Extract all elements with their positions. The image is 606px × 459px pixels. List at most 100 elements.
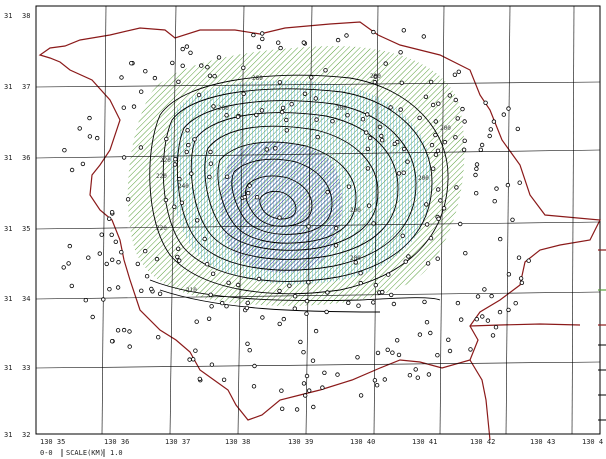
lon-label: 130 40 xyxy=(350,438,375,446)
station-marker xyxy=(289,101,294,107)
station-marker xyxy=(302,91,308,96)
station-marker xyxy=(333,225,339,231)
station-marker xyxy=(424,222,430,227)
station-marker xyxy=(431,166,436,171)
station-marker xyxy=(396,352,402,358)
station-marker xyxy=(405,159,410,164)
station-marker xyxy=(505,182,511,188)
station-marker xyxy=(304,373,310,379)
station-marker xyxy=(121,105,126,110)
scale-value: 1.0 xyxy=(110,449,123,457)
station-marker xyxy=(211,104,216,109)
station-marker xyxy=(320,385,325,390)
lat-deg-label: 31 xyxy=(4,225,12,233)
station-marker xyxy=(400,233,405,238)
station-marker xyxy=(406,254,411,259)
contour-label: 240 xyxy=(178,183,189,190)
station-marker xyxy=(180,63,185,68)
station-marker xyxy=(501,112,506,117)
contour-label: 200 xyxy=(440,125,451,132)
station-marker xyxy=(468,347,473,352)
station-marker xyxy=(256,44,262,50)
station-marker xyxy=(172,162,178,167)
station-marker xyxy=(204,262,210,267)
station-marker xyxy=(506,106,511,111)
station-marker xyxy=(254,112,259,118)
station-marker xyxy=(365,112,370,117)
station-marker xyxy=(279,109,285,115)
station-marker xyxy=(373,282,378,288)
station-marker xyxy=(87,134,93,139)
station-marker xyxy=(325,290,330,295)
station-marker xyxy=(113,239,118,244)
station-marker xyxy=(163,197,169,203)
station-marker xyxy=(453,97,458,103)
station-marker xyxy=(380,289,385,295)
station-marker xyxy=(379,133,384,139)
station-marker xyxy=(306,280,311,285)
station-marker xyxy=(155,335,161,340)
station-marker xyxy=(241,91,246,96)
station-marker xyxy=(173,156,178,162)
station-marker xyxy=(86,255,91,260)
station-marker xyxy=(264,147,269,152)
station-marker xyxy=(423,94,429,99)
contour-label: 200 xyxy=(350,207,361,214)
station-marker xyxy=(441,206,447,211)
lat-min-label: 34 xyxy=(22,295,30,303)
station-marker xyxy=(335,37,341,43)
station-marker xyxy=(323,68,328,73)
station-marker xyxy=(314,117,319,122)
station-marker xyxy=(109,339,115,344)
lat-min-label: 38 xyxy=(22,12,30,20)
lon-label: 130 36 xyxy=(104,438,129,446)
station-marker xyxy=(301,381,307,386)
station-marker xyxy=(186,142,191,148)
station-marker xyxy=(196,92,202,98)
station-marker xyxy=(247,348,252,353)
station-marker xyxy=(391,301,397,307)
station-marker xyxy=(386,272,391,277)
station-marker xyxy=(192,137,197,142)
station-marker xyxy=(143,68,148,74)
station-marker xyxy=(189,171,194,176)
station-marker xyxy=(226,280,231,285)
station-marker xyxy=(121,327,127,333)
station-marker xyxy=(492,198,497,204)
station-marker xyxy=(385,347,390,352)
contour-label: 200 xyxy=(218,105,229,112)
station-marker xyxy=(119,75,124,80)
contour-value-labels: 280 280 240 220 220 220 200 200 200 200 … xyxy=(156,73,451,294)
station-marker xyxy=(224,113,229,118)
lat-min-label: 35 xyxy=(22,225,30,233)
contour-label: 280 xyxy=(252,75,263,82)
station-marker xyxy=(371,221,376,226)
station-marker xyxy=(453,135,458,140)
station-marker xyxy=(315,134,320,140)
station-marker xyxy=(187,357,192,362)
station-marker xyxy=(301,350,306,355)
station-marker xyxy=(422,299,427,305)
boundary-tail-east xyxy=(469,323,581,327)
station-marker xyxy=(493,325,499,330)
longitude-labels: 130 35 130 36 130 37 130 38 130 39 130 4… xyxy=(40,438,603,446)
station-marker xyxy=(454,185,459,190)
station-marker xyxy=(421,34,426,39)
core-anomaly-zone xyxy=(220,141,343,273)
station-marker xyxy=(245,341,250,346)
station-marker xyxy=(429,142,435,148)
station-marker xyxy=(254,194,260,200)
legend-swatches xyxy=(598,249,606,421)
station-marker xyxy=(131,104,137,109)
station-marker xyxy=(251,384,257,389)
lon-label: 130 4 xyxy=(582,438,603,446)
station-marker xyxy=(392,141,397,147)
station-marker xyxy=(398,107,403,112)
station-marker xyxy=(367,135,373,141)
station-marker xyxy=(127,329,132,334)
station-marker xyxy=(164,136,169,142)
station-marker xyxy=(176,79,181,84)
station-marker xyxy=(455,300,461,306)
station-marker xyxy=(456,69,461,74)
